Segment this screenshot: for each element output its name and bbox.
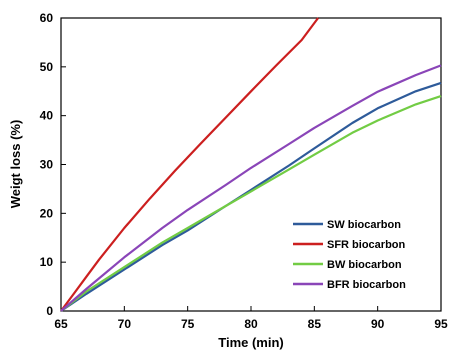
x-tick-label: 75 xyxy=(181,317,195,331)
y-axis-title: Weigt loss (%) xyxy=(8,120,23,209)
legend: SW biocarbon SFR biocarbon BW biocarbon BFR… xyxy=(293,219,406,291)
x-tick-label: 70 xyxy=(118,317,132,331)
y-tick-label: 0 xyxy=(46,304,53,318)
series-line xyxy=(60,95,442,312)
legend-label: SFR biocarbon xyxy=(327,239,406,251)
legend-label: SW biocarbon xyxy=(327,219,401,231)
y-tick-label: 10 xyxy=(40,255,54,269)
y-tick-label: 40 xyxy=(40,109,54,123)
x-tick-label: 85 xyxy=(308,317,322,331)
plot-area xyxy=(60,17,442,312)
series-line xyxy=(60,64,442,312)
legend-label: BFR biocarbon xyxy=(327,279,406,291)
x-tick-label: 80 xyxy=(244,317,258,331)
y-tick-label: 60 xyxy=(40,11,54,25)
series-line xyxy=(60,81,442,312)
y-axis: 0 10 20 30 40 50 60 xyxy=(40,11,66,318)
x-axis-title: Time (min) xyxy=(218,335,284,350)
y-tick-label: 20 xyxy=(40,206,54,220)
x-axis: 65 70 75 80 85 90 95 xyxy=(54,306,448,331)
legend-label: BW biocarbon xyxy=(327,259,402,271)
series-group xyxy=(60,17,442,312)
x-tick-label: 65 xyxy=(54,317,68,331)
y-tick-label: 50 xyxy=(40,60,54,74)
x-tick-label: 90 xyxy=(371,317,385,331)
series-line xyxy=(60,17,319,312)
x-tick-label: 95 xyxy=(434,317,448,331)
y-tick-label: 30 xyxy=(40,158,54,172)
